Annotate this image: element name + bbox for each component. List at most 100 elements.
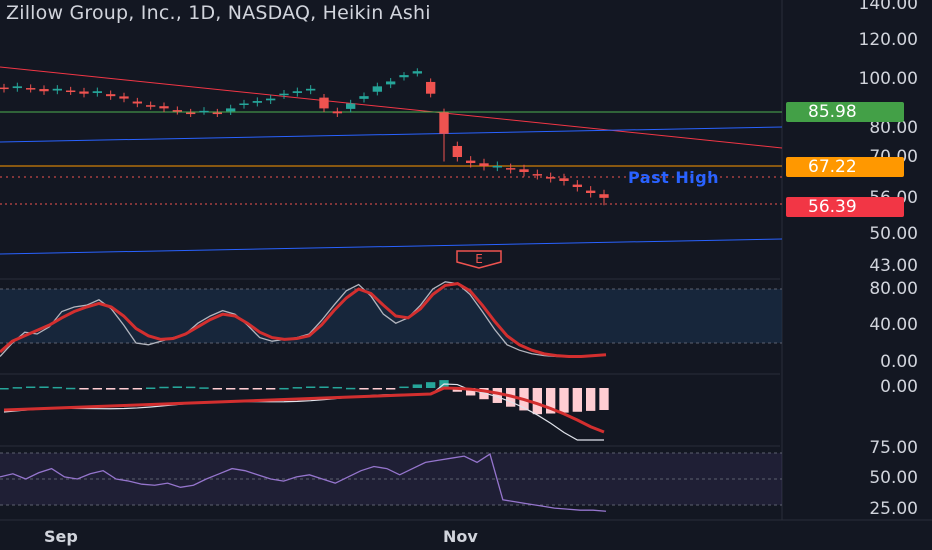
macd-bar xyxy=(52,386,62,389)
stoch-d-line xyxy=(0,282,607,358)
candle-body xyxy=(452,145,462,157)
candle-body xyxy=(306,88,316,91)
past-high-label[interactable]: Past High xyxy=(628,168,720,187)
candle xyxy=(372,82,382,96)
candle xyxy=(532,169,542,180)
macd-bar xyxy=(146,387,156,390)
rsi-tick: 25.00 xyxy=(869,499,918,519)
macd-bar xyxy=(492,388,502,403)
candle xyxy=(279,90,289,99)
macd-bar xyxy=(252,388,262,390)
candle-body xyxy=(586,190,596,193)
candle-body xyxy=(599,194,609,198)
chart-title: Zillow Group, Inc., 1D, NASDAQ, Heikin A… xyxy=(6,2,431,24)
candle xyxy=(452,141,462,162)
macd-bar xyxy=(586,388,596,411)
macd-bar xyxy=(426,382,436,388)
macd-bar xyxy=(159,386,169,389)
candle-body xyxy=(106,94,116,97)
macd-bar xyxy=(186,386,196,389)
lower-channel-line[interactable] xyxy=(0,238,783,255)
candle xyxy=(132,97,142,108)
rsi-tick: 50.00 xyxy=(869,468,918,488)
macd-bar xyxy=(12,387,22,389)
candle xyxy=(266,94,276,104)
rsi-line xyxy=(0,453,607,512)
macd-signal-line xyxy=(3,386,605,434)
macd-bar xyxy=(359,388,369,390)
macd-bar xyxy=(66,387,76,390)
macd-bar xyxy=(399,386,409,389)
candle xyxy=(479,158,489,171)
macd-bar xyxy=(372,388,382,390)
macd-bar xyxy=(386,388,396,390)
candle xyxy=(92,87,102,97)
candle-body xyxy=(346,103,356,109)
candle xyxy=(119,92,129,103)
macd-bar xyxy=(199,387,209,389)
time-label-nov: Nov xyxy=(443,527,478,546)
candle-body xyxy=(546,177,556,179)
candle-body xyxy=(66,90,76,93)
macd-bar xyxy=(559,388,569,413)
candle xyxy=(172,106,182,115)
candle xyxy=(586,186,596,198)
candle-body xyxy=(52,88,62,91)
candle-body xyxy=(572,184,582,187)
candle-body xyxy=(412,71,422,74)
macd-bar xyxy=(572,388,582,412)
candle-body xyxy=(146,105,156,107)
trend-lines xyxy=(0,66,783,255)
candle xyxy=(319,93,329,113)
macd-tick: 0.00 xyxy=(880,377,918,397)
downtrend-line[interactable] xyxy=(0,66,783,149)
candle-body xyxy=(0,87,9,90)
candle-body xyxy=(426,81,436,94)
macd-bar xyxy=(306,386,316,389)
price-tick: 80.00 xyxy=(869,118,918,138)
candle xyxy=(226,104,236,116)
candle-body xyxy=(132,101,142,104)
macd-bar xyxy=(319,386,329,388)
candle-body xyxy=(359,96,369,99)
candle-body xyxy=(92,91,102,93)
macd-bar xyxy=(599,388,609,410)
candle xyxy=(239,99,249,109)
macd-bar xyxy=(239,388,249,390)
candle-body xyxy=(439,112,449,134)
candle xyxy=(466,156,476,168)
price-tick: 50.00 xyxy=(869,224,918,244)
candle-body xyxy=(199,110,209,113)
macd-bar xyxy=(412,384,422,388)
candle-body xyxy=(319,97,329,109)
candle-body xyxy=(506,168,516,170)
candle xyxy=(186,108,196,117)
panel-separators xyxy=(0,0,932,521)
upper-channel-line[interactable] xyxy=(0,126,783,143)
candle xyxy=(559,173,569,186)
macd-bar xyxy=(106,388,116,390)
candle-body xyxy=(79,91,89,94)
candle xyxy=(52,85,62,95)
candle-body xyxy=(479,163,489,166)
macd-bar xyxy=(279,387,289,390)
candle-body xyxy=(399,75,409,78)
candle-body xyxy=(26,88,36,90)
macd-bar xyxy=(292,387,302,389)
stoch-tick: 80.00 xyxy=(869,279,918,299)
candle xyxy=(386,78,396,89)
macd-line xyxy=(3,383,604,441)
macd-bar xyxy=(226,388,236,390)
candle xyxy=(199,107,209,115)
macd-bar xyxy=(39,386,49,388)
candle-body xyxy=(172,110,182,112)
price-tick: 120.00 xyxy=(858,30,918,50)
candle-body xyxy=(159,106,169,109)
earnings-marker[interactable]: E xyxy=(456,250,502,269)
macd-bar xyxy=(26,386,36,389)
price-tag-green: 85.98 xyxy=(786,102,904,122)
earnings-marker-label: E xyxy=(475,252,483,266)
candle-body xyxy=(226,108,236,112)
macd-bar xyxy=(332,386,342,389)
